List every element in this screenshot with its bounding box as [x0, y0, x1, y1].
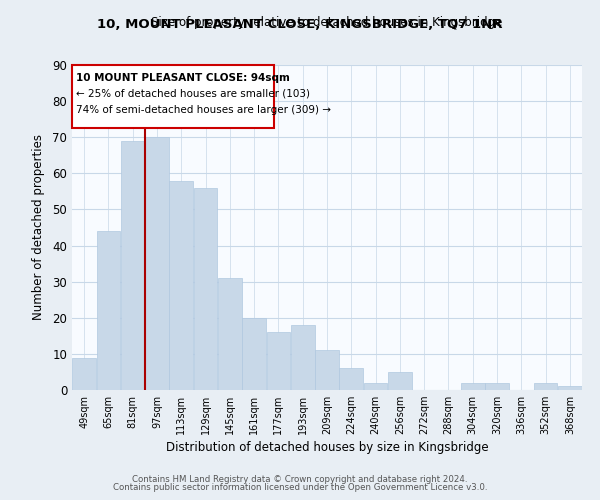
Title: Size of property relative to detached houses in Kingsbridge: Size of property relative to detached ho…: [151, 16, 503, 29]
Text: 10 MOUNT PLEASANT CLOSE: 94sqm: 10 MOUNT PLEASANT CLOSE: 94sqm: [76, 73, 290, 83]
Bar: [194, 188, 217, 390]
Bar: [266, 332, 290, 390]
Text: ← 25% of detached houses are smaller (103): ← 25% of detached houses are smaller (10…: [76, 88, 310, 99]
Bar: [533, 383, 557, 390]
Text: Contains public sector information licensed under the Open Government Licence v3: Contains public sector information licen…: [113, 484, 487, 492]
FancyBboxPatch shape: [72, 65, 274, 128]
Text: Contains HM Land Registry data © Crown copyright and database right 2024.: Contains HM Land Registry data © Crown c…: [132, 475, 468, 484]
Bar: [315, 350, 339, 390]
Bar: [242, 318, 266, 390]
Bar: [169, 180, 193, 390]
Bar: [97, 231, 121, 390]
Y-axis label: Number of detached properties: Number of detached properties: [32, 134, 46, 320]
Text: 74% of semi-detached houses are larger (309) →: 74% of semi-detached houses are larger (…: [76, 104, 331, 115]
Bar: [340, 368, 363, 390]
Bar: [218, 278, 242, 390]
Bar: [121, 141, 145, 390]
Bar: [291, 325, 314, 390]
Bar: [461, 383, 485, 390]
Bar: [72, 358, 96, 390]
Bar: [364, 383, 388, 390]
Bar: [485, 383, 509, 390]
X-axis label: Distribution of detached houses by size in Kingsbridge: Distribution of detached houses by size …: [166, 442, 488, 454]
Text: 10, MOUNT PLEASANT CLOSE, KINGSBRIDGE, TQ7 1NR: 10, MOUNT PLEASANT CLOSE, KINGSBRIDGE, T…: [97, 18, 503, 30]
Bar: [388, 372, 412, 390]
Bar: [558, 386, 582, 390]
Bar: [145, 137, 169, 390]
